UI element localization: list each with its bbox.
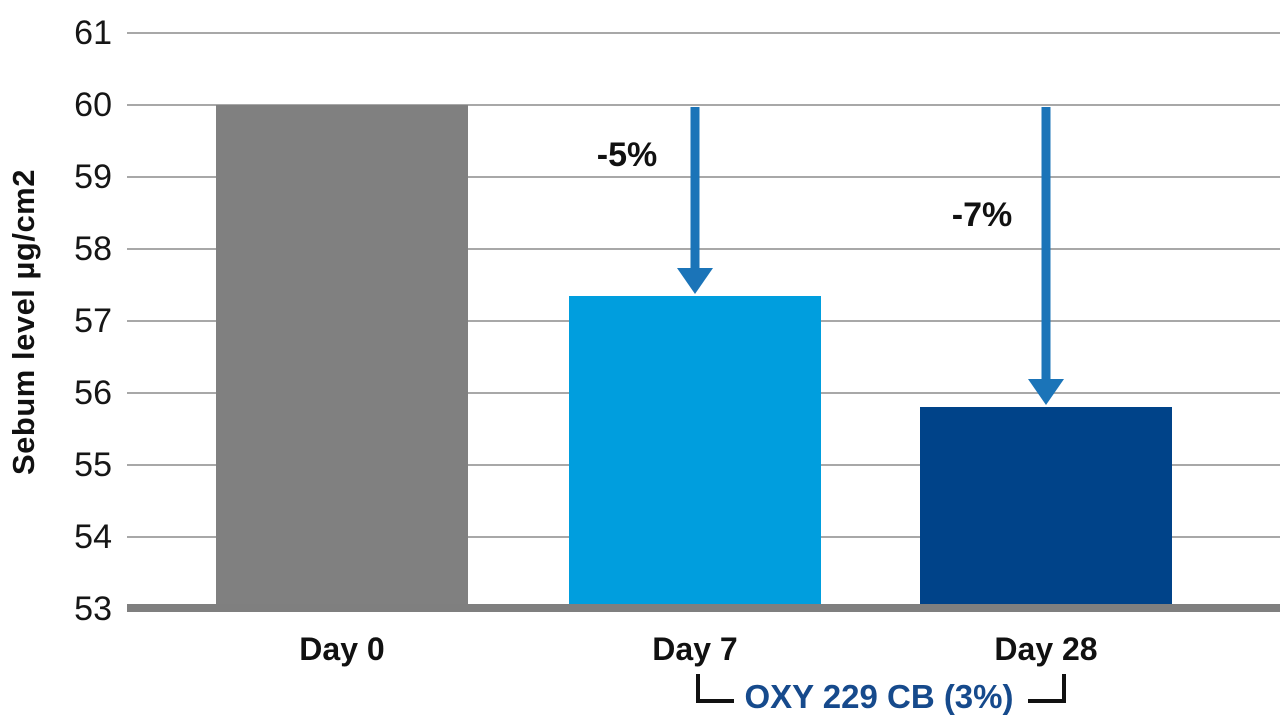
y-tick-56: 56: [74, 374, 112, 412]
y-tick-59: 59: [74, 158, 112, 196]
y-tick-60: 60: [74, 86, 112, 124]
y-tick-54: 54: [74, 518, 112, 556]
arrow-head-icon: [1028, 379, 1064, 406]
arrow-head-icon: [677, 267, 713, 294]
x-label-day-28: Day 28: [994, 631, 1098, 667]
bar-day-0: [216, 105, 468, 606]
decrease-arrow-day-28: [1028, 107, 1064, 406]
gridline-61: [127, 32, 1280, 34]
annotation-minus-7-percent: -7%: [951, 196, 1013, 234]
x-label-day-0: Day 0: [299, 631, 385, 667]
gridline-60: [127, 104, 1280, 106]
arrow-shaft: [1041, 107, 1051, 382]
annotation-minus-5-percent: -5%: [596, 136, 658, 174]
y-tick-58: 58: [74, 230, 112, 268]
gridline-59: [127, 176, 1280, 178]
x-axis-baseline: [127, 604, 1280, 612]
y-tick-55: 55: [74, 446, 112, 484]
group-bracket-left: [696, 674, 734, 703]
x-label-day-7: Day 7: [652, 631, 738, 667]
arrow-shaft: [690, 107, 700, 270]
group-label: OXY 229 CB (3%): [744, 678, 1014, 715]
gridline-58: [127, 248, 1280, 250]
y-tick-57: 57: [74, 302, 112, 340]
bar-day-28: [920, 407, 1172, 606]
y-tick-61: 61: [74, 14, 112, 52]
bar-day-7: [569, 295, 821, 606]
y-tick-53: 53: [74, 590, 112, 628]
group-bracket-right: [1028, 674, 1066, 703]
decrease-arrow-day-7: [677, 107, 713, 294]
